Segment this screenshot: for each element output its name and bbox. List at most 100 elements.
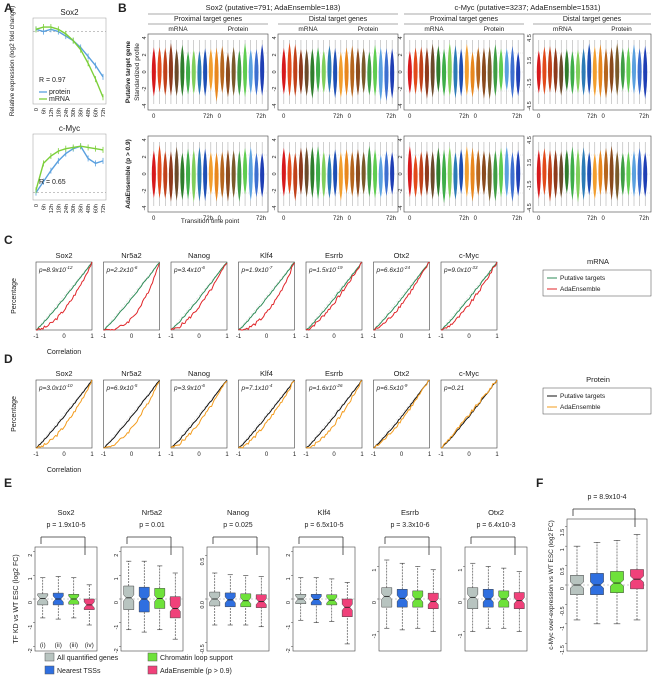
chart-title: c-Myc [59, 124, 80, 133]
x-start-label: 0 [601, 216, 605, 222]
adaensemble-curve [440, 261, 498, 331]
p-exponent: -6 [201, 265, 205, 270]
y-tick-label: 2 [398, 155, 404, 158]
sub-header-label: Distal target genes [563, 16, 622, 23]
x-tick-label: 1 [90, 334, 94, 340]
legend-label: Nearest TSSs [57, 668, 101, 675]
violin-block: 4.5 1.5 -1.5 -4.5 0 72h 0 72h [527, 135, 652, 222]
violin-shape [157, 145, 162, 199]
violin-shape [575, 49, 581, 94]
panelD-legend-ada: AdaEnsemble [560, 404, 601, 411]
violin-shape [237, 150, 242, 202]
diagonal [35, 379, 93, 449]
x-end-label: 72h [203, 114, 213, 120]
panelC-cdf-c-Myc: c-Myc p=9.0x10-33 -1 0 1 [438, 251, 499, 340]
violin-shape [191, 49, 196, 95]
y-tick-label: -4 [398, 206, 404, 211]
violin-shape [231, 150, 236, 198]
violin-shape [191, 148, 196, 203]
violin-shape [208, 48, 213, 92]
violin-shape [581, 147, 586, 201]
x-tick-label: 1 [293, 334, 297, 340]
putative-curve [238, 261, 295, 331]
y-tick-label: 1 [372, 569, 378, 572]
x-tick-label: -1 [303, 334, 309, 340]
box-body [482, 589, 494, 608]
x-tick-label: 1 [293, 452, 297, 458]
violin-shape [587, 43, 592, 95]
x-end-label: 72h [256, 216, 266, 222]
violin-shape [185, 51, 191, 95]
violin-shape [547, 150, 553, 202]
violin-shape [493, 150, 498, 202]
violin-shape [570, 146, 575, 201]
protein-label: Protein [358, 26, 379, 33]
x-tick-label: -1 [371, 452, 377, 458]
cdf-frame [238, 261, 295, 331]
violin-shape [609, 145, 614, 201]
x-tick-label: 30h [71, 108, 77, 117]
p-value-text: p=1.9x10-7 [241, 265, 273, 274]
p-value-text: p=0.21 [443, 385, 464, 392]
cdf-title: Sox2 [55, 369, 72, 378]
violin-shape [197, 50, 202, 96]
y-tick-label: -4 [398, 104, 404, 109]
cdf-title: Nanog [188, 369, 210, 378]
violin-shape [459, 148, 464, 195]
panelA-chart-c-Myc: c-Myc R = 0.65 0 6h 12h 18h 24h 30h 36h 48h 60h 72h [32, 124, 107, 213]
cdf-frame [103, 261, 160, 331]
y-tick-label: 0.0 [200, 601, 206, 609]
y-tick-label: 1 [458, 569, 464, 572]
violin-shape [603, 147, 609, 195]
violin-shape [180, 44, 185, 97]
violin-shape [516, 149, 521, 197]
adaensemble-curve [170, 380, 228, 449]
x-tick-label: 36h [79, 108, 85, 117]
box-p-value: p = 8.9x10-4 [587, 494, 626, 501]
p-value-text: p=6.9x10-5 [106, 383, 138, 392]
r-value-text: R = 0.65 [39, 179, 66, 186]
violin-shape [620, 47, 625, 92]
adaensemble-curve [170, 262, 228, 331]
cdf-frame [440, 261, 498, 331]
protein-series-line [35, 28, 104, 78]
violin-block: 4 2 0 -2 -4 0 72h 0 72h [142, 33, 269, 120]
cdf-frame [373, 379, 430, 449]
x-start-label: 0 [218, 216, 222, 222]
x-tick-label: -1 [303, 452, 309, 458]
diagonal [440, 261, 498, 331]
y-tick-label: -2 [142, 87, 148, 92]
y-tick-label: -2 [114, 648, 120, 653]
violin-shape [441, 48, 447, 97]
violin-block: 4 2 0 -2 -4 0 72h 0 72h [272, 135, 399, 222]
x-start-label: 0 [537, 114, 541, 120]
violin-shape [242, 42, 248, 98]
violin-shape [424, 47, 430, 99]
x-start-label: 0 [282, 216, 286, 222]
protein-label: Protein [228, 26, 249, 33]
panelE-box-Klf4: Klf4 p = 6.5x10-5 2 1 0 -1 -2 [286, 508, 356, 653]
x-start-label: 0 [474, 216, 478, 222]
x-tick-label: 0 [265, 452, 269, 458]
putative-curve [35, 261, 93, 331]
y-tick-label: -2 [142, 189, 148, 194]
x-tick-label: 1 [225, 334, 229, 340]
mrna-label: mRNA [553, 26, 573, 33]
x-tick-label: 0 [400, 452, 404, 458]
violin-shape [384, 150, 389, 197]
violin-shape [603, 48, 609, 99]
roman-label: (i) [40, 642, 46, 649]
y-tick-label: 0.5 [200, 558, 206, 566]
violin-shape [293, 152, 298, 202]
y-tick-label: -0.5 [560, 606, 566, 615]
violin-shape [504, 146, 509, 198]
x-tick-label: 1 [495, 452, 499, 458]
violin-shape [378, 47, 383, 102]
violin-shape [372, 44, 378, 97]
panelD-side-label: Protein [586, 375, 610, 384]
x-tick-label: 0 [34, 108, 40, 111]
cdf-frame [440, 379, 498, 449]
p-exponent: -10 [66, 383, 73, 388]
legend-swatch [147, 652, 158, 662]
panelE-ylabel: TF KD vs WT ESC (log2 FC) [13, 554, 20, 643]
